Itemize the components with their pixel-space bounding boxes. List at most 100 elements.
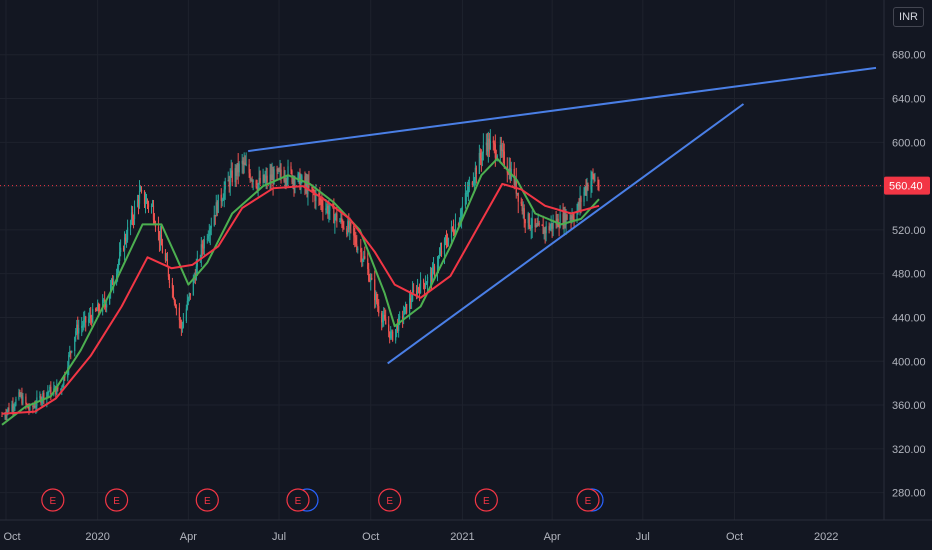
candle-body xyxy=(276,169,278,172)
candle-body xyxy=(145,200,148,204)
price-tick-label: 640.00 xyxy=(892,94,926,106)
candle-body xyxy=(357,248,359,251)
candle-body xyxy=(164,252,167,260)
candle-body xyxy=(489,140,491,150)
earnings-marker-label: E xyxy=(204,496,211,507)
candle-body xyxy=(377,302,379,307)
time-tick-label: Oct xyxy=(362,531,379,543)
candle-body xyxy=(362,260,364,262)
candle-body xyxy=(263,175,265,182)
candle-body xyxy=(374,279,376,301)
candle-body xyxy=(388,324,390,332)
moving-averages xyxy=(1,157,600,426)
earnings-marker[interactable] xyxy=(576,488,600,512)
candle-body xyxy=(369,280,371,282)
candle-body xyxy=(314,193,316,202)
candle-body xyxy=(347,221,349,235)
candle-body xyxy=(370,277,372,282)
candle-body xyxy=(284,179,286,181)
candle-body xyxy=(238,163,240,173)
candle-body xyxy=(298,173,300,175)
candle-body xyxy=(390,331,392,339)
candle-body xyxy=(92,309,94,323)
candle-body xyxy=(83,319,85,326)
candle-body xyxy=(438,254,441,258)
price-tick-label: 480.00 xyxy=(892,269,926,281)
price-tick-label: 520.00 xyxy=(892,225,926,237)
candle-body xyxy=(245,164,247,166)
candle-body xyxy=(496,155,498,159)
upper-trendline[interactable] xyxy=(248,66,877,153)
candle-body xyxy=(564,211,566,226)
candle-body xyxy=(437,257,440,266)
candle-body xyxy=(411,290,414,302)
time-axis[interactable]: Oct 2020 Apr Jul Oct 2021 Apr Jul Oct 2022 xyxy=(3,531,838,543)
candle-body xyxy=(531,218,533,229)
currency-badge[interactable]: INR xyxy=(893,7,924,27)
candle-body xyxy=(56,385,58,395)
candle-body xyxy=(7,407,9,412)
candle-body xyxy=(252,180,254,182)
candle-body xyxy=(307,181,309,195)
candle-body xyxy=(109,293,111,305)
lower-trendline[interactable] xyxy=(387,103,745,365)
candle-body xyxy=(593,174,595,181)
earnings-marker[interactable] xyxy=(105,488,129,512)
candle-body xyxy=(172,288,175,299)
candle-body xyxy=(415,290,418,294)
candle-body xyxy=(558,226,560,228)
time-tick-label: Apr xyxy=(544,531,561,543)
candle-body xyxy=(147,203,150,207)
candle-body xyxy=(265,175,267,179)
candle-body xyxy=(69,351,71,355)
candle-body xyxy=(543,228,545,235)
candle-body xyxy=(269,174,271,183)
earnings-marker[interactable] xyxy=(286,488,310,512)
candle-body xyxy=(318,193,320,197)
candle-body xyxy=(20,394,22,396)
earnings-marker[interactable] xyxy=(378,488,402,512)
earnings-marker[interactable] xyxy=(195,488,219,512)
candle-body xyxy=(523,208,525,220)
earnings-marker[interactable] xyxy=(474,488,498,512)
candle-body xyxy=(259,177,261,184)
candle-body xyxy=(474,167,476,180)
candle-body xyxy=(440,250,443,255)
candle-body xyxy=(173,298,176,303)
candle-body xyxy=(85,316,87,323)
candle-body xyxy=(161,245,164,253)
candle-body xyxy=(538,222,540,225)
candle-body xyxy=(61,387,63,389)
price-tick-label: 600.00 xyxy=(892,137,926,149)
candle-body xyxy=(507,172,509,175)
earnings-marker-label: E xyxy=(585,496,592,507)
candle-body xyxy=(71,351,73,353)
price-tick-label: 280.00 xyxy=(892,488,926,500)
candle-body xyxy=(311,186,313,189)
candle-body xyxy=(236,163,238,176)
candle-body xyxy=(77,324,79,334)
last-price-label: 560.40 xyxy=(889,181,923,193)
candle-body xyxy=(287,166,289,180)
candle-body xyxy=(14,405,16,407)
candle-body xyxy=(461,205,464,210)
candle-body xyxy=(206,238,208,240)
candle-body xyxy=(346,228,348,235)
candle-body xyxy=(381,313,383,323)
candle-body xyxy=(577,203,579,211)
candle-body xyxy=(88,318,90,323)
candle-body xyxy=(84,316,86,320)
candlestick-series xyxy=(1,129,600,422)
candle-body xyxy=(242,160,244,165)
candle-body xyxy=(150,205,153,207)
earnings-marker[interactable] xyxy=(41,488,65,512)
candle-body xyxy=(503,151,505,166)
candle-body xyxy=(327,206,329,215)
candle-body xyxy=(475,167,477,174)
candle-body xyxy=(586,184,588,192)
trendlines[interactable] xyxy=(248,66,877,365)
candle-body xyxy=(520,201,522,204)
